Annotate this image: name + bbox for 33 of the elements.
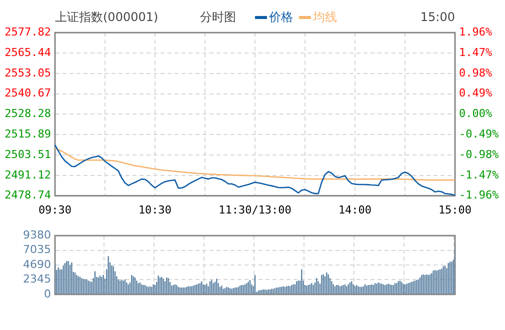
y-tick-label: 2515.89 — [4, 127, 51, 140]
y-tick-label: 2491.12 — [4, 168, 51, 182]
y2-tick-label: -0.49% — [459, 127, 500, 140]
y2-tick-label: 0.49% — [459, 86, 492, 100]
text: 15:00 — [420, 9, 455, 25]
y-tick-label: 2565.44 — [4, 46, 52, 59]
y-tick-label: 2540.67 — [4, 86, 51, 100]
y2-tick-label: -0.98% — [459, 148, 500, 161]
y-tick-label: 4690 — [23, 258, 51, 271]
legend-label: 均线 — [312, 10, 337, 24]
y-tick-label: 2553.05 — [4, 66, 51, 80]
y-tick-label: 2528.28 — [4, 107, 51, 120]
y2-tick-label: 0.00% — [459, 107, 492, 120]
chart-title: 上证指数(000001) — [55, 9, 158, 25]
y2-tick-label: -1.96% — [459, 188, 500, 202]
y-tick-label: 2503.51 — [4, 148, 51, 161]
x-tick-label: 15:00 — [438, 203, 472, 216]
y2-tick-label: -1.47% — [459, 168, 500, 182]
y-tick-label: 2577.82 — [4, 25, 51, 38]
x-tick-label: 11:30/13:00 — [218, 203, 292, 216]
y2-tick-label: 1.47% — [459, 46, 492, 59]
y2-tick-label: 1.96% — [459, 25, 492, 38]
y2-tick-label: 0.98% — [459, 66, 492, 80]
chart-subtitle: 分时图 — [200, 9, 236, 25]
legend-label: 价格 — [268, 10, 293, 24]
y-tick-label: 2478.74 — [4, 188, 52, 202]
y-tick-label: 7035 — [23, 243, 51, 256]
y-tick-label: 2345 — [23, 272, 51, 286]
x-tick-label: 09:30 — [38, 203, 72, 216]
x-tick-label: 10:30 — [138, 203, 172, 216]
y-tick-label: 9380 — [23, 228, 51, 242]
x-tick-label: 14:00 — [338, 203, 372, 216]
y-tick-label: 0 — [44, 287, 51, 300]
